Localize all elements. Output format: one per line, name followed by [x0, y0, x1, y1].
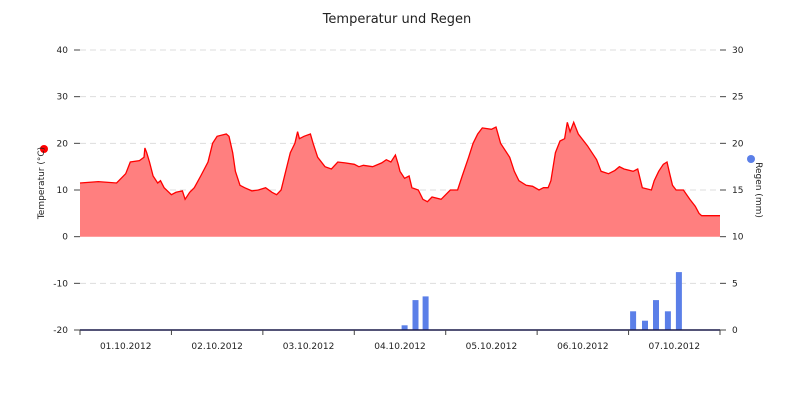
y-left-legend: Temperatur (°C) [37, 145, 48, 220]
rain-bars-layer [401, 272, 682, 330]
x-tick-label: 02.10.2012 [191, 342, 243, 352]
y-right-tick-label: 5 [732, 279, 738, 289]
rain-bar [412, 300, 419, 330]
y-left-tick-label: -10 [53, 279, 68, 289]
x-tick-label: 06.10.2012 [557, 342, 609, 352]
y-right-tick-label: 25 [732, 93, 743, 103]
y-right-tick-label: 10 [732, 233, 744, 243]
x-tick-label: 04.10.2012 [374, 342, 426, 352]
y-right-tick-label: 15 [732, 186, 743, 196]
x-tick-label: 07.10.2012 [649, 342, 701, 352]
temperature-line [79, 120, 720, 217]
rain-bar [675, 272, 682, 330]
y-right-tick-label: 0 [732, 326, 738, 336]
rain-bar [642, 320, 648, 330]
temperature-area-layer [79, 120, 720, 237]
y-left-tick-label: 20 [57, 139, 69, 149]
chart-title: Temperatur und Regen [322, 12, 472, 27]
rain-bar [422, 296, 429, 330]
x-tick-label: 03.10.2012 [283, 342, 335, 352]
rain-legend-marker [747, 155, 755, 163]
y-right-tick-label: 20 [732, 139, 744, 149]
axes-layer: -20 -10 0 10 20 30 40 0 5 10 15 20 25 30 01.10.2012 02.… [53, 46, 743, 352]
y-right-axis-label: Regen (mm) [753, 162, 763, 218]
y-left-tick-label: 10 [57, 186, 69, 196]
y-left-axis-label: Temperatur (°C) [37, 147, 47, 220]
rain-bar [664, 311, 671, 330]
y-left-tick-label: 40 [57, 46, 69, 56]
x-tick-label: 05.10.2012 [466, 342, 518, 352]
y-left-tick-label: 30 [57, 93, 69, 103]
y-right-tick-label: 30 [732, 46, 744, 56]
rain-bar [401, 325, 408, 330]
y-right-legend: Regen (mm) [747, 155, 763, 218]
grid-lines [80, 49, 720, 284]
temperature-legend-marker [40, 145, 48, 153]
y-left-tick-label: -20 [53, 326, 68, 336]
rain-bar [653, 300, 659, 330]
temperature-area-fill [80, 122, 720, 237]
x-tick-label: 01.10.2012 [100, 342, 152, 352]
rain-bar [630, 311, 637, 330]
y-left-tick-label: 0 [62, 233, 68, 243]
